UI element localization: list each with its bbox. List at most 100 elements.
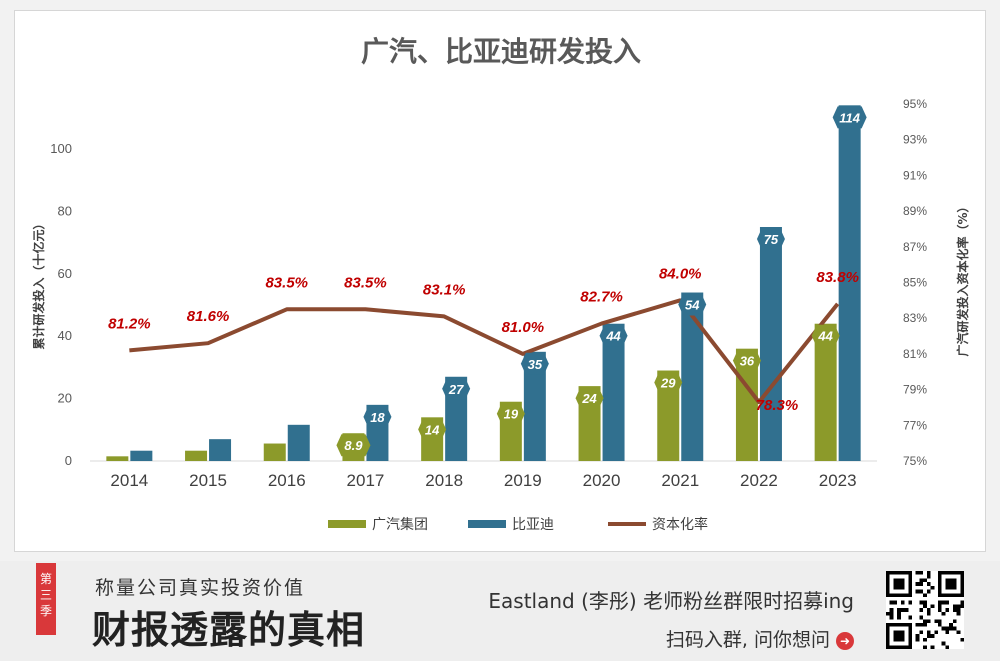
chart-title: 广汽、比亚迪研发投入 (361, 35, 641, 68)
qr-module (923, 578, 927, 583)
bar-label-tag (520, 352, 549, 375)
chart-panel: 广汽、比亚迪研发投入 0 20 40 60 80 100 75% 77% 79% 81% 83% 85… (14, 10, 986, 552)
qr-module (919, 582, 924, 586)
x-tick-label: 2019 (504, 471, 542, 490)
qr-module (915, 634, 920, 638)
bar-data-label: 18 (370, 410, 385, 425)
qr-module (926, 619, 931, 623)
bar-label-tag (496, 402, 525, 425)
qr-module (960, 637, 964, 642)
rate-data-label: 81.2% (108, 315, 151, 332)
x-tick-label: 2016 (268, 471, 306, 490)
qr-module (930, 645, 935, 649)
y2-tick-label: 95% (903, 97, 927, 111)
bar-data-label: 36 (740, 354, 755, 369)
qr-module (926, 574, 931, 579)
bar-label-tag (732, 349, 761, 372)
bar-data-label: 75 (764, 232, 779, 247)
y2-tick-label: 85% (903, 276, 927, 290)
qr-module (945, 645, 950, 649)
promo-cta[interactable]: 扫码入群, 问你想问 ➜ (666, 625, 854, 652)
qr-module (956, 611, 961, 616)
y2-tick-label: 83% (903, 311, 927, 325)
bar-data-label: 35 (528, 357, 543, 372)
qr-module (949, 623, 953, 627)
rate-line (129, 298, 840, 405)
qr-module (897, 615, 901, 620)
qr-module (915, 637, 920, 642)
qr-module (949, 626, 953, 631)
qr-module (960, 600, 964, 605)
qr-module (945, 626, 950, 631)
qr-module (915, 571, 920, 575)
bar-data-label: 44 (605, 329, 621, 344)
footer-main-title: 财报透露的真相 (92, 607, 366, 652)
bar-label-tag (418, 418, 447, 441)
qr-module (926, 630, 931, 635)
rate-data-label: 83.5% (344, 274, 387, 291)
y2-axis-title: 广汽研发投入资本化率（%） (955, 200, 970, 356)
rate-data-label: 83.8% (816, 269, 859, 286)
y-tick-label: 100 (50, 141, 72, 156)
legend-swatch (328, 520, 366, 528)
qr-module (915, 623, 920, 627)
bar-data-label: 19 (504, 407, 519, 422)
qr-module (900, 608, 905, 612)
qr-module (952, 608, 957, 612)
bar-label-tag (599, 324, 628, 347)
y2-tick-label: 75% (903, 454, 927, 468)
bar-data-label: 14 (425, 422, 440, 437)
qr-module (915, 589, 920, 594)
bar-data-label: 27 (448, 382, 464, 397)
y-tick-label: 80 (58, 203, 72, 218)
bar-label-tag (575, 387, 604, 410)
qr-module (919, 615, 924, 620)
qr-module (897, 611, 901, 616)
rate-data-label: 84.0% (659, 265, 702, 282)
bar-label-tag (336, 434, 371, 457)
qr-module (919, 578, 924, 583)
qr-module (889, 615, 894, 620)
x-tick-label: 2017 (347, 471, 385, 490)
qr-module (897, 608, 901, 612)
legend-label: 资本化率 (652, 516, 708, 533)
bar-label-tag (678, 293, 707, 316)
qr-module (908, 600, 912, 605)
qr-module (934, 619, 938, 623)
qr-module (923, 637, 927, 642)
legend-label: 比亚迪 (512, 517, 554, 533)
qr-module (919, 589, 924, 594)
qr-module (919, 623, 924, 627)
rate-data-label: 81.0% (502, 319, 545, 336)
y-tick-label: 0 (65, 453, 72, 468)
legend-label: 广汽集团 (372, 516, 428, 533)
bar-gac (814, 323, 837, 461)
qr-module (926, 589, 931, 594)
y2-tick-label: 77% (903, 418, 927, 432)
x-tick-label: 2022 (740, 471, 778, 490)
footer-banner: 第三季 称量公司真实投资价值 财报透露的真相 Eastland (李彤) 老师粉… (0, 561, 1000, 661)
bar-byd (759, 227, 782, 461)
qr-module (945, 600, 950, 605)
bar-data-label: 54 (685, 298, 700, 313)
bar-data-label: 29 (660, 376, 676, 391)
qr-code-image[interactable] (886, 571, 964, 649)
bar-gac (263, 443, 286, 461)
qr-finder (893, 578, 905, 590)
arrow-right-icon: ➜ (836, 631, 854, 650)
qr-module (923, 600, 927, 605)
qr-module (952, 604, 957, 609)
qr-module (893, 600, 898, 605)
qr-module (904, 608, 909, 612)
qr-module (938, 619, 942, 623)
bar-label-tag (363, 405, 392, 428)
x-tick-label: 2023 (819, 471, 857, 490)
bar-data-label: 8.9 (344, 438, 363, 453)
bar-gac (185, 450, 208, 461)
x-tick-label: 2018 (425, 471, 463, 490)
qr-finder (945, 578, 957, 590)
rate-data-label: 82.7% (580, 289, 623, 306)
qr-module (889, 608, 894, 612)
qr-module (938, 600, 942, 605)
qr-module (952, 619, 957, 623)
